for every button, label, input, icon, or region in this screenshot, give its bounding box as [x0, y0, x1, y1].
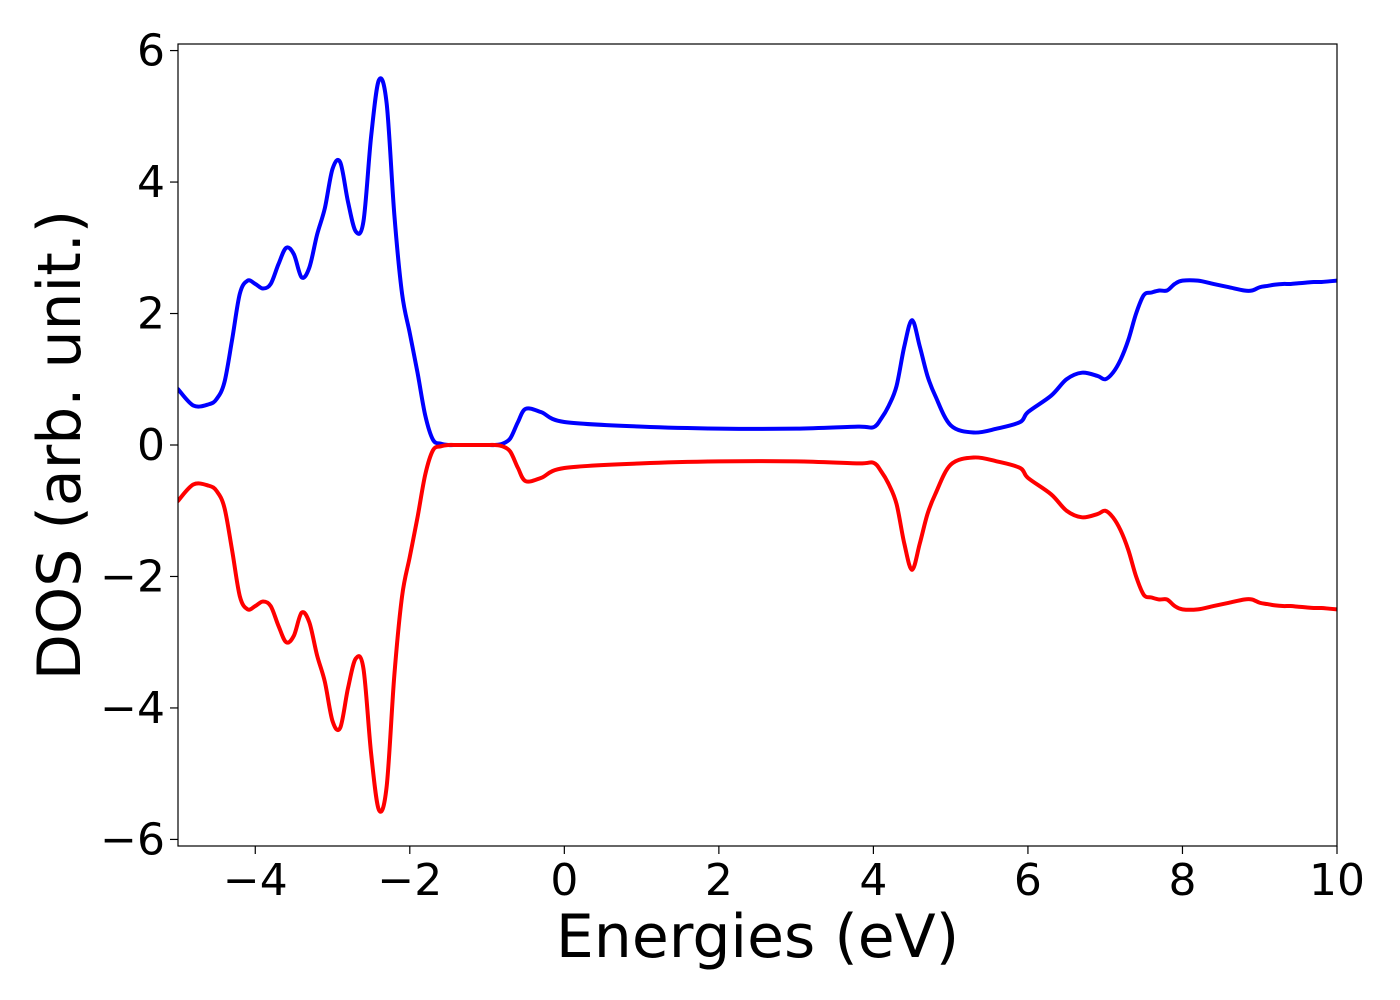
y-tick-label: −2 — [100, 551, 165, 602]
x-tick-label: −4 — [223, 855, 288, 906]
dos-series-line-1 — [178, 76, 1337, 448]
y-tick-label: −6 — [100, 814, 165, 865]
y-tick-label: 6 — [137, 26, 165, 77]
y-axis-ticks: −6 −4 −2 0 2 4 6 — [100, 26, 178, 865]
x-tick-label: 0 — [550, 855, 578, 906]
y-tick-label: 4 — [137, 157, 165, 208]
x-tick-label: 4 — [859, 855, 887, 906]
x-tick-label: 2 — [705, 855, 733, 906]
dos-series-line-2 — [178, 442, 1337, 814]
y-tick-label: 0 — [137, 420, 165, 471]
y-tick-label: −4 — [100, 683, 165, 734]
x-tick-label: −2 — [377, 855, 442, 906]
x-axis-label: Energies (eV) — [556, 902, 959, 972]
y-tick-label: 2 — [137, 289, 165, 340]
series-layer — [178, 76, 1337, 814]
x-axis-ticks: −4 −2 0 2 4 6 8 10 — [223, 846, 1365, 906]
x-tick-label: 8 — [1168, 855, 1196, 906]
x-tick-label: 6 — [1014, 855, 1042, 906]
y-axis-label: DOS (arb. unit.) — [25, 210, 95, 680]
x-tick-label: 10 — [1309, 855, 1365, 906]
